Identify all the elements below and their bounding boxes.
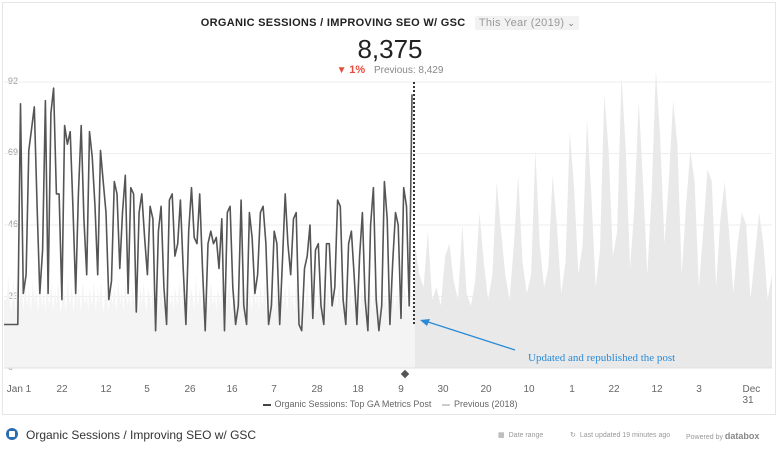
down-arrow-icon: ▼ xyxy=(336,65,347,76)
y-tick: 46 xyxy=(8,219,19,229)
legend-item-previous[interactable]: Previous (2018) xyxy=(441,399,518,409)
period-dropdown[interactable]: This Year (2019) ⌄ xyxy=(474,16,580,30)
y-tick: 69 xyxy=(8,147,19,157)
change-row: ▼ 1% Previous: 8,429 xyxy=(0,64,780,76)
refresh-icon: ↻ xyxy=(570,432,576,439)
annotation-text: Updated and republished the post xyxy=(528,352,676,364)
x-tick-label: 1 xyxy=(569,384,575,395)
x-tick-label: 30 xyxy=(437,384,449,395)
legend-label: Organic Sessions: Top GA Metrics Post xyxy=(274,399,432,409)
x-tick-label: Dec 31 xyxy=(742,384,761,406)
databox-logo-icon xyxy=(6,428,18,440)
last-updated-label: Last updated 19 minutes ago xyxy=(579,432,671,439)
footer-title: Organic Sessions / Improving SEO w/ GSC xyxy=(26,428,257,442)
previous-value: Previous: 8,429 xyxy=(373,65,444,76)
x-tick-label: Jan 1 xyxy=(6,384,32,395)
date-range-label: Date range xyxy=(508,432,544,439)
previous-area xyxy=(4,274,415,368)
legend: Organic Sessions: Top GA Metrics Post Pr… xyxy=(0,399,780,409)
x-tick-label: 22 xyxy=(56,384,68,395)
series-line-current xyxy=(4,87,413,332)
footer: Organic Sessions / Improving SEO w/ GSC … xyxy=(0,420,780,449)
annotation-arrowhead xyxy=(420,319,430,326)
last-updated: ↻ Last updated 19 minutes ago xyxy=(570,431,670,439)
previous-area-future xyxy=(415,69,772,368)
x-tick-label: 9 xyxy=(398,384,404,395)
x-tick-label: 5 xyxy=(144,384,150,395)
calendar-icon: ▦ xyxy=(498,432,505,439)
widget-header: ORGANIC SESSIONS / IMPROVING SEO W/ GSC … xyxy=(0,16,780,30)
y-tick: 92 xyxy=(8,76,19,86)
x-tick-label: 22 xyxy=(608,384,620,395)
legend-item-current[interactable]: Organic Sessions: Top GA Metrics Post xyxy=(262,399,432,409)
widget-title: ORGANIC SESSIONS / IMPROVING SEO W/ GSC xyxy=(200,17,466,29)
metric-value: 8,375 xyxy=(357,34,423,64)
x-tick-label: 26 xyxy=(184,384,196,395)
x-tick-label: 18 xyxy=(352,384,364,395)
chevron-down-icon: ⌄ xyxy=(567,18,576,28)
powered-by: Powered by databox xyxy=(686,431,759,441)
x-tick-label: 12 xyxy=(100,384,112,395)
date-range[interactable]: ▦ Date range xyxy=(498,431,543,439)
legend-label: Previous (2018) xyxy=(453,399,518,409)
x-tick-label: 20 xyxy=(480,384,492,395)
x-tick-label: 28 xyxy=(311,384,323,395)
powered-label: Powered by xyxy=(686,434,723,441)
change-percent: 1% xyxy=(349,64,366,76)
x-tick-label: 10 xyxy=(523,384,535,395)
x-tick-label: 7 xyxy=(271,384,277,395)
legend-swatch xyxy=(441,403,450,406)
x-tick-label: 12 xyxy=(651,384,663,395)
period-label: This Year (2019) xyxy=(478,17,565,29)
x-tick-label: 3 xyxy=(696,384,702,395)
x-tick-label: 16 xyxy=(226,384,238,395)
brand-label: databox xyxy=(724,431,760,441)
annotation-arrow-line xyxy=(424,320,516,351)
legend-swatch xyxy=(262,403,271,406)
